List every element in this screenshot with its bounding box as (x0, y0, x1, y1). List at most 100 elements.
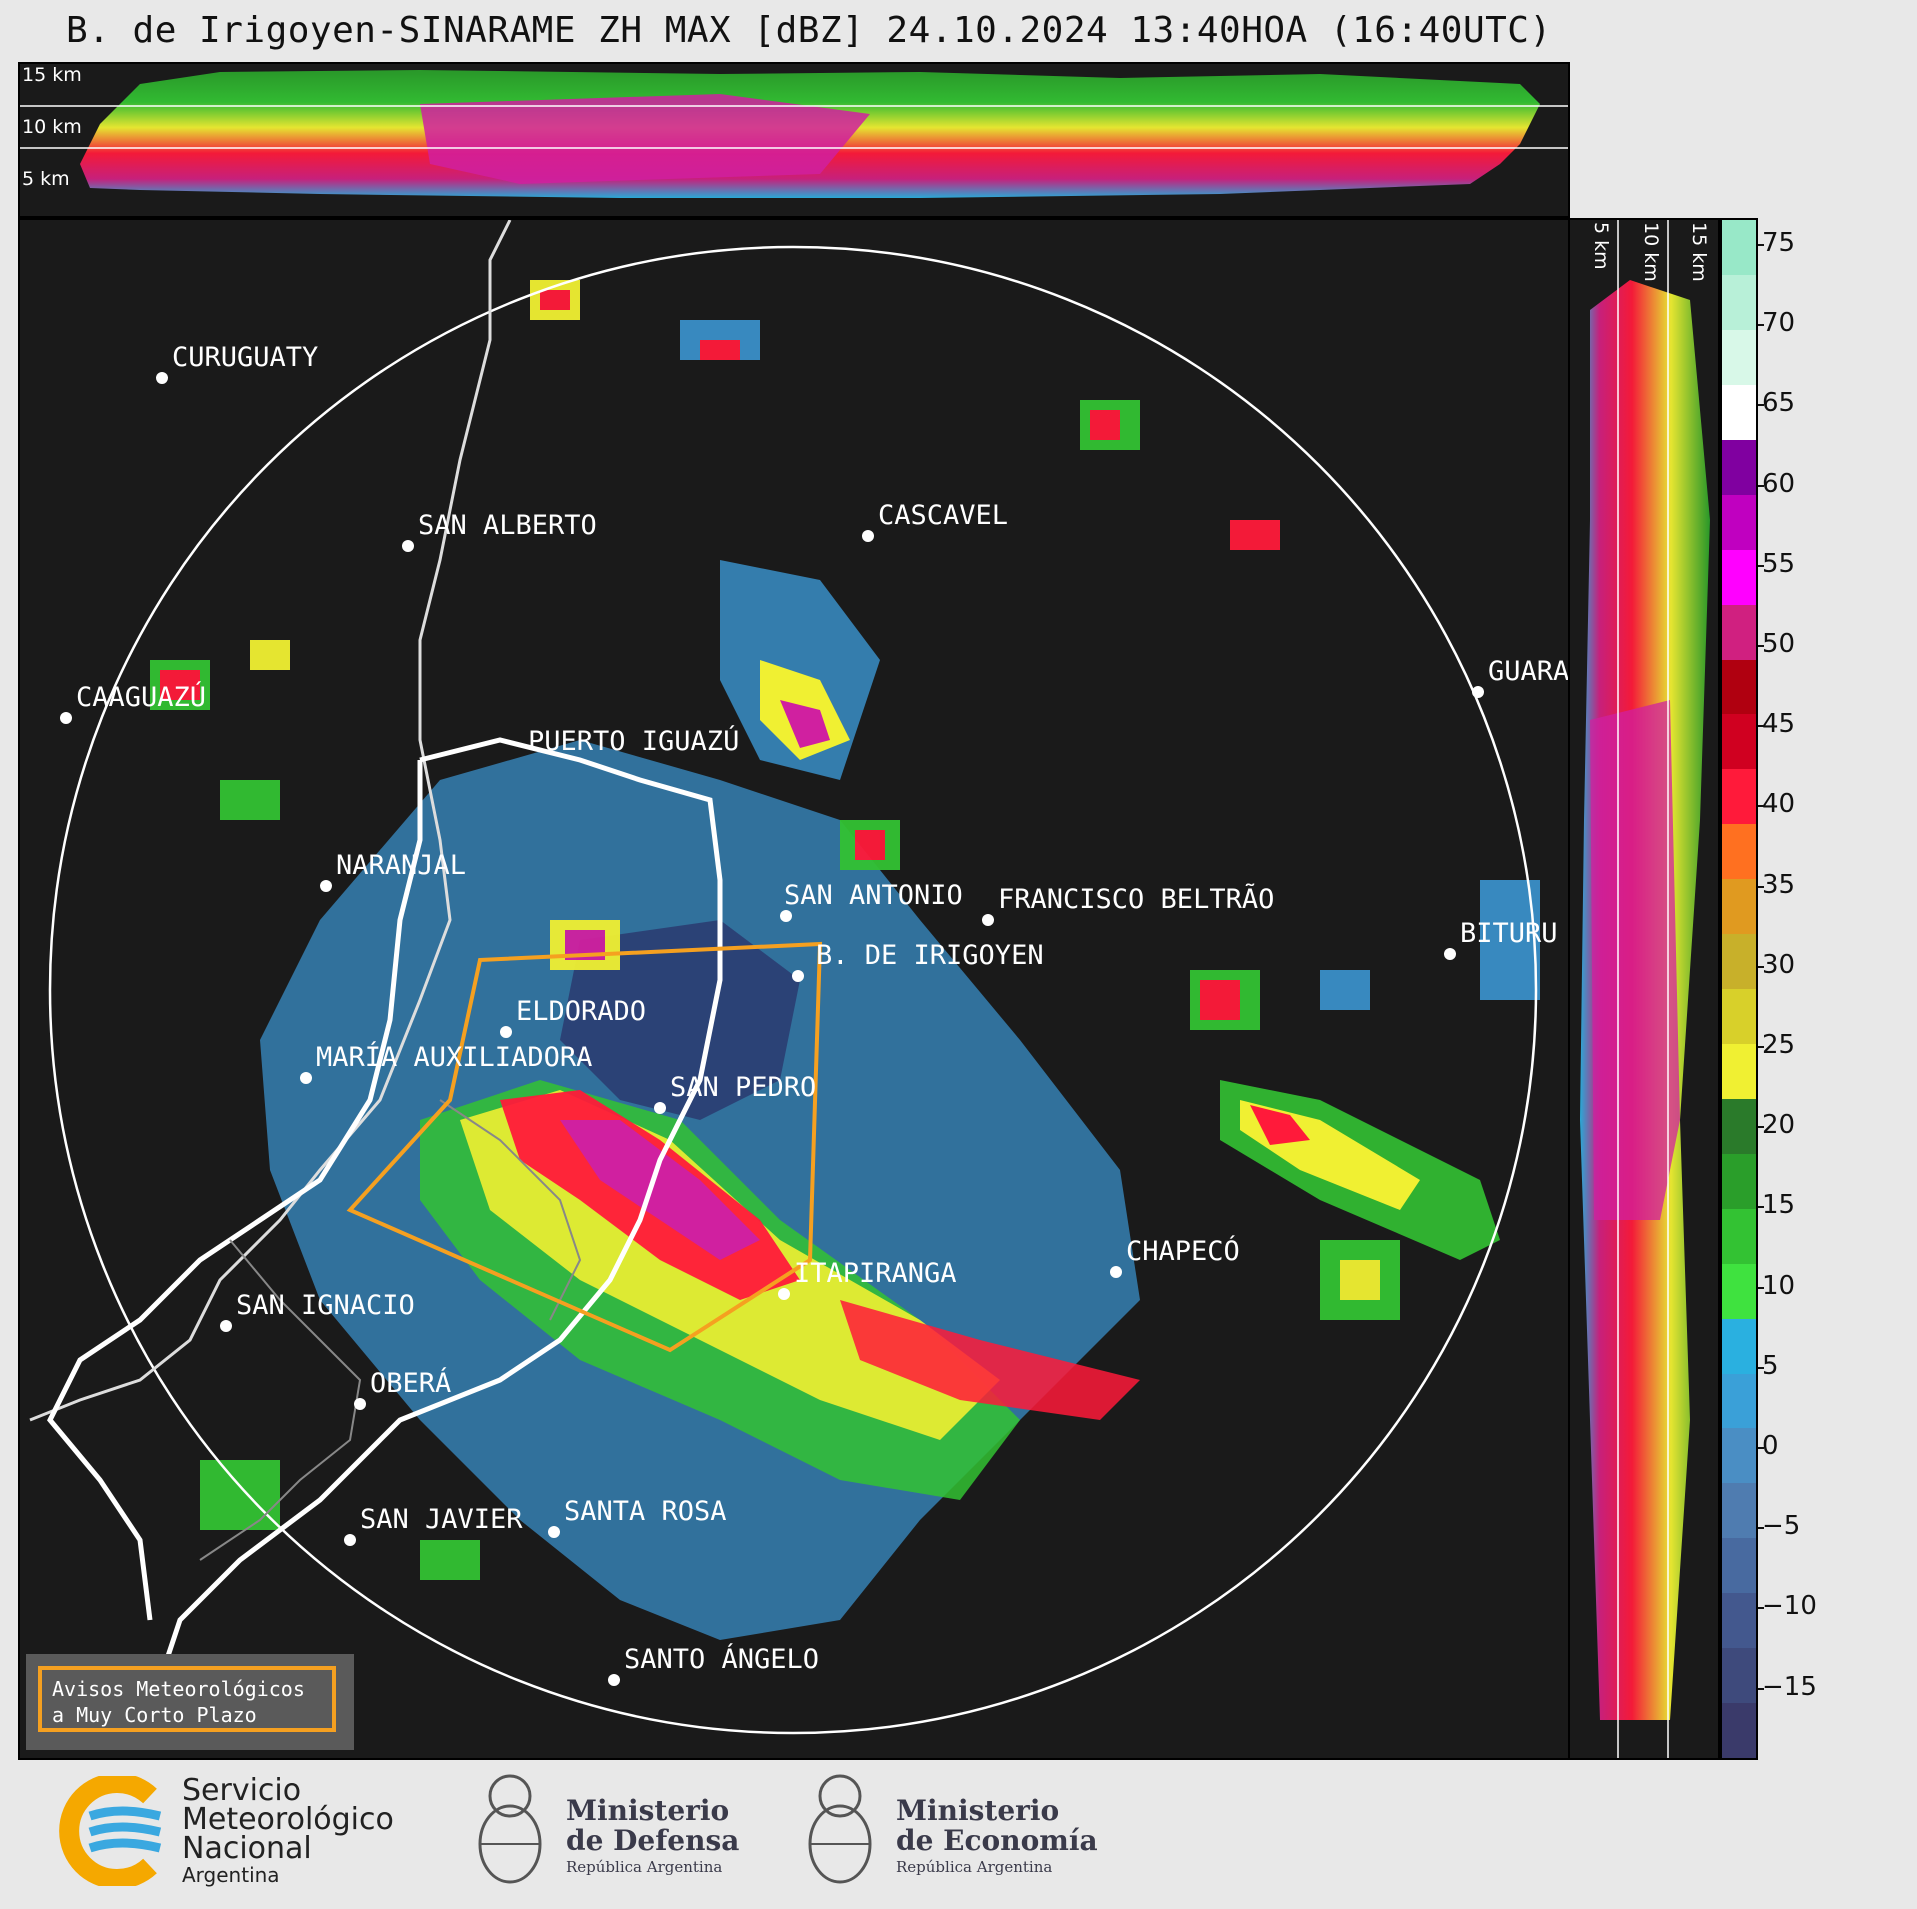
city-dot-caaguazu (60, 712, 72, 724)
right-label-10km: 10 km (1640, 222, 1662, 282)
city-label-maria-auxiliadora: MARÍA AUXILIADORA (316, 1041, 592, 1073)
city-dot-b-de-irigoyen (792, 970, 804, 982)
city-dot-bituru (1444, 948, 1456, 960)
smn-line-4: Argentina (182, 1863, 280, 1887)
radar-range-circle (48, 245, 1538, 1735)
city-label-santo-angelo: SANTO ÁNGELO (624, 1643, 819, 1675)
city-label-bituru: BITURU (1460, 918, 1558, 949)
colorbar-tick-mark (1758, 1607, 1764, 1610)
colorbar-tick-label: 70 (1762, 308, 1796, 339)
colorbar-segment (1722, 275, 1756, 331)
city-label-san-ignacio: SAN IGNACIO (236, 1290, 415, 1321)
top-cross-section: 15 km 10 km 5 km (18, 62, 1570, 218)
city-label-francisco-beltrao: FRANCISCO BELTRÃO (998, 883, 1274, 915)
city-label-curuguaty: CURUGUATY (172, 342, 318, 373)
colorbar-tick-label: 40 (1762, 789, 1796, 820)
colorbar-segment (1722, 384, 1756, 440)
colorbar-tick-mark (1758, 805, 1764, 808)
colorbar-tick-mark (1758, 1286, 1764, 1289)
colorbar-segment (1722, 1593, 1756, 1649)
colorbar (1720, 218, 1758, 1760)
city-dot-naranjal (320, 880, 332, 892)
radar-map-svg: CURUGUATY SAN ALBERTO CASCAVEL CAAGUAZÚ … (29, 220, 1568, 1735)
colorbar-tick-mark (1758, 1206, 1764, 1209)
colorbar-tick-label: −15 (1762, 1671, 1817, 1702)
colorbar-tick-mark (1758, 1447, 1764, 1449)
colorbar-segment (1722, 1208, 1756, 1264)
city-dot-obera (354, 1398, 366, 1410)
colorbar-tick-label: 20 (1762, 1110, 1796, 1141)
colorbar-tick-mark (1758, 1046, 1764, 1048)
city-dot-santo-angelo (608, 1674, 620, 1686)
smn-logo-icon (59, 1776, 162, 1886)
city-labels: CURUGUATY SAN ALBERTO CASCAVEL CAAGUAZÚ … (76, 342, 1568, 1675)
economia-logo: Ministerio de Economía República Argenti… (800, 1760, 1100, 1900)
colorbar-tick-label: 35 (1762, 869, 1796, 900)
colorbar-segment (1722, 1538, 1756, 1594)
colorbar-tick-label: 45 (1762, 709, 1796, 740)
colorbar-tick-mark (1758, 1126, 1764, 1129)
colorbar-tick-label: −5 (1762, 1511, 1801, 1542)
colorbar-segment (1722, 549, 1756, 605)
city-label-san-javier: SAN JAVIER (360, 1504, 523, 1535)
colorbar-tick-mark (1758, 725, 1764, 728)
colorbar-tick-label: −10 (1762, 1591, 1817, 1622)
colorbar-segment (1722, 659, 1756, 715)
colorbar-segment (1722, 824, 1756, 880)
defensa-shield-icon (478, 1774, 542, 1884)
colorbar-tick-mark (1758, 404, 1764, 407)
city-label-eldorado: ELDORADO (516, 996, 646, 1027)
east-red-cell (1250, 1105, 1310, 1145)
city-dot-san-antonio (780, 910, 792, 922)
scattered-cells (150, 280, 1540, 1580)
colorbar-segment (1722, 879, 1756, 935)
city-label-chapeco: CHAPECÓ (1126, 1235, 1240, 1267)
top-label-10km: 10 km (22, 116, 82, 138)
colorbar-tick-label: 55 (1762, 548, 1796, 579)
magenta-echo-core (560, 1120, 760, 1260)
colorbar-tick-mark (1758, 1527, 1764, 1530)
colorbar-tick-mark (1758, 1687, 1764, 1690)
city-dot-san-alberto (402, 540, 414, 552)
colorbar-tick-mark (1758, 645, 1764, 647)
colorbar-tick-label: 25 (1762, 1030, 1796, 1060)
top-label-5km: 5 km (22, 168, 70, 190)
defensa-logo: Ministerio de Defensa República Argentin… (470, 1760, 750, 1900)
colorbar-tick-mark (1758, 564, 1764, 567)
colorbar-tick-label: 0 (1762, 1431, 1779, 1461)
city-label-puerto-iguazu: PUERTO IGUAZÚ (528, 725, 739, 757)
colorbar-tick-label: 15 (1762, 1190, 1796, 1221)
warning-polygon (346, 941, 823, 1353)
defensa-line-3: República Argentina (566, 1858, 723, 1876)
right-label-15km: 15 km (1688, 222, 1710, 282)
colorbar-tick-label: 65 (1762, 388, 1796, 419)
city-dot-cascavel (862, 530, 874, 542)
defensa-line-1: Ministerio (566, 1794, 730, 1827)
warning-line-1: Avisos Meteorológicos (52, 1677, 305, 1701)
city-dot-francisco-beltrao (982, 914, 994, 926)
colorbar-segment (1722, 989, 1756, 1045)
colorbar-segment (1722, 934, 1756, 990)
city-label-b-de-irigoyen: B. DE IRIGOYEN (816, 940, 1044, 971)
top-cross-section-svg (20, 70, 1568, 198)
colorbar-segment (1722, 220, 1756, 276)
city-markers (60, 372, 1484, 1686)
colorbar-segment (1722, 714, 1756, 770)
city-dot-san-pedro (654, 1102, 666, 1114)
colorbar-segment (1722, 1098, 1756, 1154)
colorbar-tick-mark (1758, 885, 1764, 888)
city-dot-itapiranga (778, 1288, 790, 1300)
city-dot-san-ignacio (220, 1320, 232, 1332)
smn-line-1: Servicio (182, 1773, 302, 1808)
city-dot-maria-auxiliadora (300, 1072, 312, 1084)
paraguay-border (29, 220, 512, 1422)
smn-logo: Servicio Meteorológico Nacional Argentin… (50, 1776, 410, 1896)
city-label-caaguazu: CAAGUAZÚ (76, 681, 206, 713)
top-label-15km: 15 km (22, 64, 82, 86)
colorbar-segment (1722, 494, 1756, 550)
city-label-santa-rosa: SANTA ROSA (564, 1496, 727, 1527)
city-dot-san-javier (344, 1534, 356, 1546)
colorbar-tick-label: 60 (1762, 468, 1796, 499)
colorbar-tick-label: 10 (1762, 1270, 1796, 1301)
map-title: B. de Irigoyen-SINARAME ZH MAX [dBZ] 24.… (66, 10, 1552, 51)
